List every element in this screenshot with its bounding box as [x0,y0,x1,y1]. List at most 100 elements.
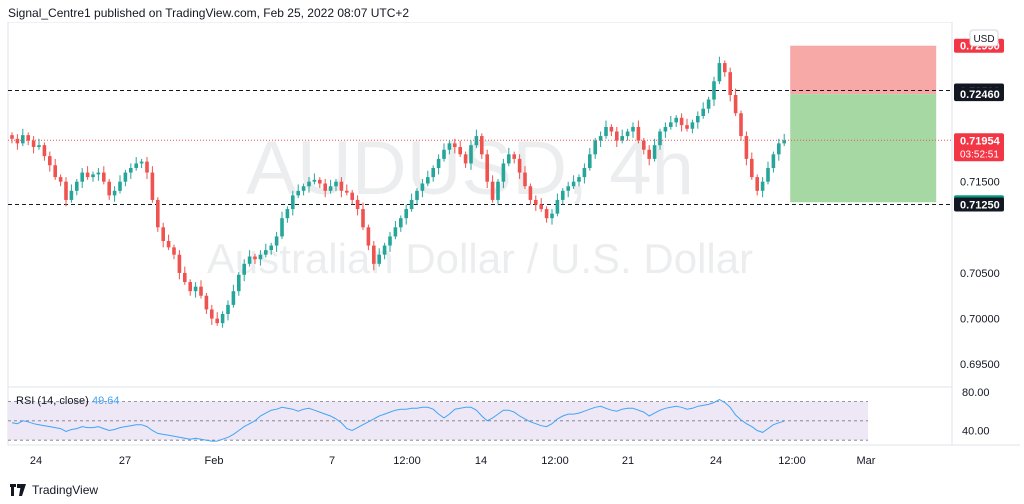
candle-body [728,72,732,95]
candle-body [447,143,452,150]
candle-body [766,168,770,182]
candle-body [156,199,160,228]
candle-body [366,227,371,246]
time-tick-label: 12:00 [393,455,421,467]
candle-body [210,309,214,319]
candle-body [291,195,295,210]
candle-body [517,158,522,173]
candle-body [436,158,441,168]
candle-body [91,174,95,178]
candle-body [544,209,549,219]
candle-body [274,236,279,246]
tradingview-logo-icon [10,484,26,496]
candle-body [647,149,651,159]
candle-body [123,172,128,182]
candle-body [307,181,311,187]
rsi-label: RSI (14, close) [16,395,89,407]
candle-body [733,95,738,114]
candle-body [172,247,176,255]
candle-body [777,143,781,155]
candle-body [409,199,414,210]
time-tick-label: 21 [622,455,634,467]
candle-body [247,256,252,264]
candle-body [296,190,300,196]
candle-body [48,156,52,166]
candle-body [323,183,327,191]
candle-body [258,254,263,260]
candle-body [253,256,257,260]
footer-brand: TradingView [32,483,99,497]
position-zones [790,45,937,203]
candle-body [58,177,63,182]
candle-body [107,181,111,196]
candles [10,56,786,328]
time-tick-label: 12:00 [541,455,569,467]
candle-body [372,245,376,264]
candle-body [679,117,684,126]
candle-body [64,181,68,200]
candle-body [264,250,268,255]
price-label-box [954,133,1004,162]
price-tick-label: 0.70000 [960,314,1000,326]
candle-body [442,149,446,159]
candle-body [118,181,122,191]
candle-body [377,254,381,264]
candle-body [636,126,641,141]
candle-body [658,131,662,146]
candle-body [588,154,592,168]
candle-body [615,131,619,141]
candle-body [355,199,360,210]
time-tick-label: Mar [857,455,876,467]
chart-frame: AUDUSD, 4h Australian Dollar / U.S. Doll… [0,21,1020,474]
candle-body [215,318,219,324]
candle-body [145,161,149,173]
rsi-value: 49.64 [92,395,120,407]
candle-body [480,136,484,155]
candle-body [301,186,306,191]
time-tick-label: 27 [119,455,131,467]
candle-body [404,209,408,219]
candle-body [31,140,36,148]
candle-body [717,63,722,82]
candle-body [242,263,246,275]
candle-body [550,213,554,219]
currency-badge[interactable] [969,29,999,47]
candle-body [631,126,635,132]
candle-body [512,154,516,159]
candle-body [399,218,403,228]
candle-body [96,172,101,175]
candle-body [577,177,581,182]
candle-body [523,172,527,187]
candle-body [393,227,398,237]
candle-body [415,190,419,200]
candle-body [188,282,192,292]
horizontal-levels [8,89,952,205]
time-tick-label: 24 [710,455,722,467]
candle-body [193,286,198,292]
candle-body [129,168,133,173]
candle-body [269,245,273,251]
candle-body [723,63,727,73]
candle-body [701,108,705,116]
stop-loss-zone [790,45,937,95]
candle-body [501,163,506,182]
price-label-box [954,197,1004,212]
candle-body [620,136,624,141]
candle-body [555,199,560,214]
candle-body [453,143,457,148]
candle-body [112,190,117,196]
price-labels: 0.729900.725000.724600.7195403:52:510.71… [954,38,1004,212]
watermark-name: Australian Dollar / U.S. Dollar [207,235,753,282]
candle-body [21,135,25,144]
candle-body [760,181,765,191]
candle-body [350,192,354,200]
candle-body [102,172,106,182]
candle-body [534,199,538,205]
rsi-tick-label: 40.00 [962,426,990,438]
footer: TradingView [10,481,98,499]
candle-body [426,177,430,184]
candle-body [420,183,425,191]
candle-body [593,140,597,155]
price-tick-label: 0.71500 [960,177,1000,189]
candle-body [388,236,392,246]
